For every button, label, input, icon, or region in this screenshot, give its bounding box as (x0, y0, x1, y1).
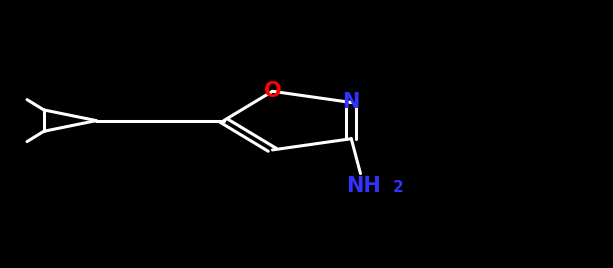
Text: N: N (343, 92, 360, 113)
Text: O: O (264, 81, 281, 101)
Text: NH: NH (346, 176, 381, 196)
Text: 2: 2 (393, 180, 404, 195)
